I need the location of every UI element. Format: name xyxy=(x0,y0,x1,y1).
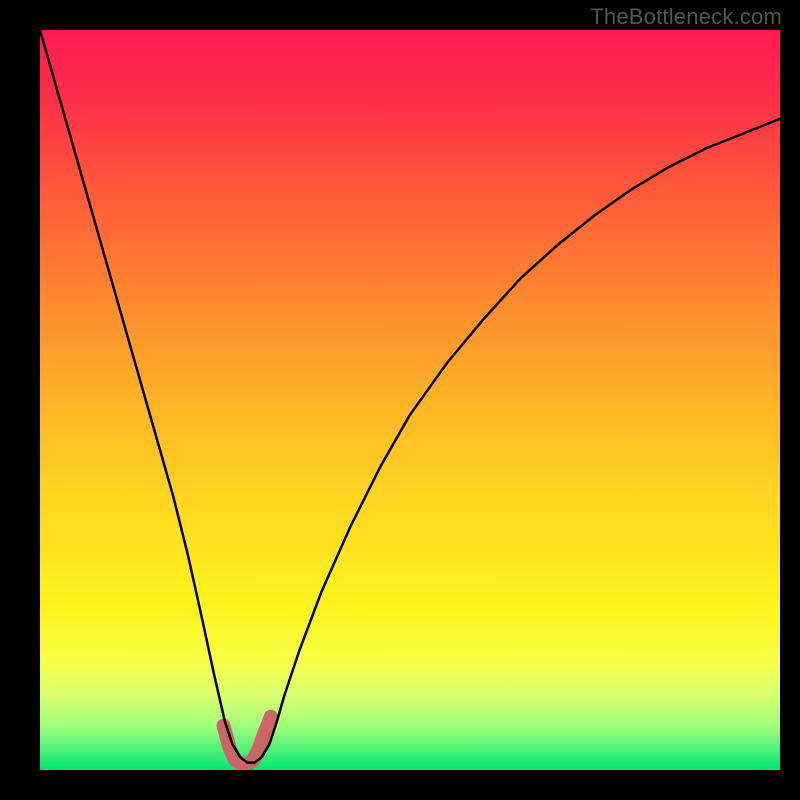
watermark-text: TheBottleneck.com xyxy=(590,4,782,30)
plot-background-gradient xyxy=(40,30,780,770)
bottleneck-chart xyxy=(0,0,800,800)
